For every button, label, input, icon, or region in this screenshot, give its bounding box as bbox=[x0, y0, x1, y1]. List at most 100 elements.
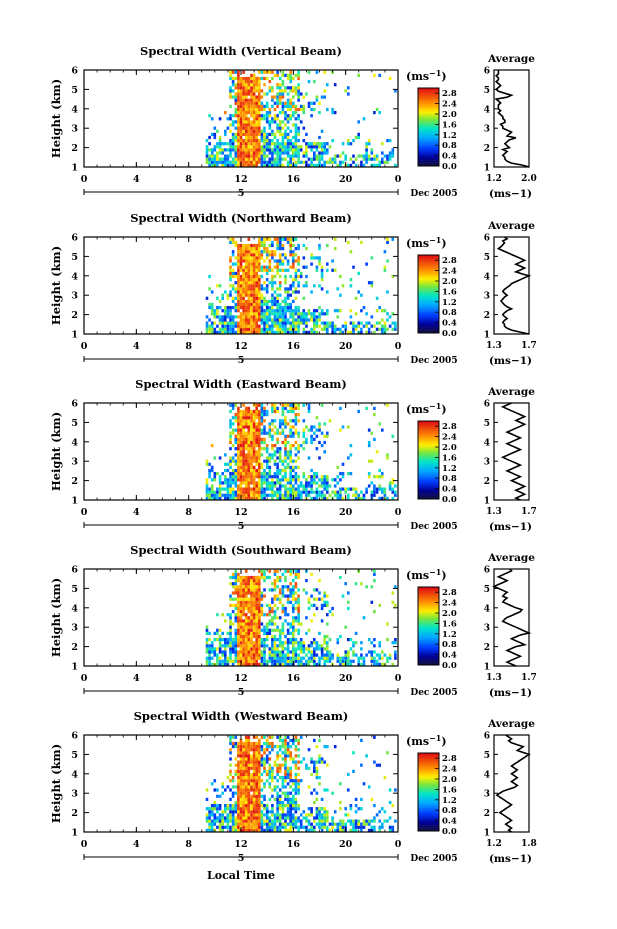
heatmap-cell bbox=[284, 123, 287, 127]
heatmap-cell bbox=[255, 616, 258, 620]
heatmap-cell bbox=[239, 610, 243, 614]
heatmap-cell bbox=[299, 662, 303, 666]
heatmap-cell bbox=[234, 613, 238, 617]
heatmap-cell bbox=[229, 240, 232, 244]
heatmap-cell bbox=[242, 163, 245, 167]
heatmap-cell bbox=[237, 92, 240, 96]
heatmap-cell bbox=[242, 769, 245, 773]
heatmap-cell bbox=[242, 120, 245, 124]
heatmap-cell bbox=[320, 403, 324, 407]
x-tick-label: 8 bbox=[185, 174, 192, 185]
heatmap-cell bbox=[244, 413, 248, 417]
heatmap-cell bbox=[258, 330, 261, 334]
heatmap-cell bbox=[289, 751, 292, 755]
heatmap-cell bbox=[271, 312, 274, 316]
heatmap-cell bbox=[237, 631, 240, 635]
heatmap-cell bbox=[284, 306, 287, 310]
heatmap-cell bbox=[231, 810, 235, 814]
heatmap-cell bbox=[205, 662, 209, 666]
heatmap-cell bbox=[250, 450, 253, 454]
heatmap-cell bbox=[265, 462, 269, 466]
heatmap-cell bbox=[244, 265, 248, 269]
heatmap-cell bbox=[281, 104, 285, 108]
colorbar-segment bbox=[418, 491, 439, 494]
heatmap-cell bbox=[310, 440, 313, 445]
heatmap-cell bbox=[258, 284, 261, 288]
average-y-tick-label: 3 bbox=[484, 125, 490, 135]
heatmap-cell bbox=[313, 163, 316, 167]
heatmap-cell bbox=[250, 819, 253, 823]
heatmap-cell bbox=[234, 107, 238, 112]
heatmap-cell bbox=[276, 751, 279, 755]
heatmap-cell bbox=[284, 132, 287, 136]
heatmap-cell bbox=[244, 299, 248, 303]
heatmap-cell bbox=[357, 409, 360, 414]
heatmap-cell bbox=[213, 312, 217, 316]
heatmap-cell bbox=[234, 114, 238, 118]
heatmap-cell bbox=[239, 265, 243, 269]
heatmap-cell bbox=[250, 800, 253, 805]
heatmap-cell bbox=[252, 135, 256, 140]
heatmap-cell bbox=[208, 274, 211, 279]
heatmap-cell bbox=[265, 631, 269, 635]
heatmap-cell bbox=[268, 243, 272, 248]
heatmap-cell bbox=[289, 769, 292, 773]
heatmap-cell bbox=[265, 154, 269, 158]
heatmap-cell bbox=[394, 163, 397, 167]
heatmap-cell bbox=[326, 321, 329, 325]
heatmap-cell bbox=[234, 274, 238, 279]
heatmap-cell bbox=[370, 641, 374, 645]
heatmap-cell bbox=[297, 575, 300, 580]
heatmap-cell bbox=[244, 763, 248, 767]
heatmap-cell bbox=[250, 274, 253, 279]
heatmap-cell bbox=[268, 139, 272, 143]
heatmap-cell bbox=[239, 650, 243, 654]
heatmap-cell bbox=[271, 813, 274, 817]
heatmap-cell bbox=[242, 151, 245, 155]
heatmap-cell bbox=[242, 160, 245, 164]
heatmap-cell bbox=[244, 748, 248, 752]
heatmap-cell bbox=[255, 406, 258, 410]
heatmap-cell bbox=[218, 330, 222, 334]
heatmap-cell bbox=[305, 631, 308, 635]
heatmap-cell bbox=[310, 484, 313, 488]
heatmap-cell bbox=[297, 89, 300, 93]
average-y-tick-label: 1 bbox=[484, 497, 490, 507]
heatmap-cell bbox=[208, 656, 211, 660]
heatmap-cell bbox=[231, 431, 235, 435]
heatmap-cell bbox=[252, 302, 256, 307]
heatmap-cell bbox=[250, 83, 253, 87]
heatmap-cell bbox=[289, 129, 292, 133]
heatmap-cell bbox=[263, 490, 266, 494]
heatmap-cell bbox=[237, 262, 240, 266]
heatmap-cell bbox=[255, 271, 258, 275]
heatmap-cell bbox=[258, 810, 261, 814]
heatmap-cell bbox=[239, 751, 243, 755]
heatmap-cell bbox=[378, 111, 381, 115]
heatmap-cell bbox=[218, 493, 222, 497]
heatmap-cell bbox=[281, 785, 285, 789]
heatmap-cell bbox=[231, 468, 235, 473]
average-x-tick-label: 1.7 bbox=[521, 673, 537, 683]
colorbar-segment bbox=[418, 446, 439, 449]
heatmap-cell bbox=[297, 647, 300, 651]
heatmap-cell bbox=[331, 259, 334, 263]
heatmap-cell bbox=[258, 757, 261, 761]
heatmap-cell bbox=[213, 638, 217, 642]
heatmap-cell bbox=[239, 98, 243, 102]
heatmap-cell bbox=[252, 139, 256, 143]
heatmap-cell bbox=[234, 585, 238, 589]
heatmap-cell bbox=[286, 306, 290, 310]
heatmap-cell bbox=[242, 434, 245, 438]
heatmap-cell bbox=[378, 475, 381, 479]
heatmap-cell bbox=[234, 462, 238, 466]
heatmap-cell bbox=[229, 76, 232, 81]
heatmap-cell bbox=[234, 262, 238, 266]
heatmap-cell bbox=[297, 434, 300, 438]
heatmap-cell bbox=[226, 638, 230, 642]
heatmap-cell bbox=[255, 481, 258, 485]
heatmap-cell bbox=[281, 822, 285, 826]
heatmap-cell bbox=[252, 782, 256, 786]
heatmap-cell bbox=[365, 321, 368, 325]
heatmap-cell bbox=[244, 631, 248, 635]
